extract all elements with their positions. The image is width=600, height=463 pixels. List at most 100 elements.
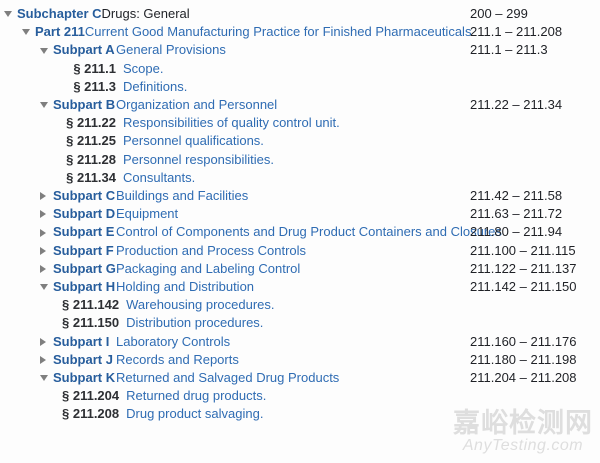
triangle-down-icon[interactable] [40,41,53,59]
node-title-link[interactable]: Personnel responsibilities. [123,151,275,167]
tree-row: Subpart B Organization and Personnel 211… [0,96,600,114]
tree-row: § 211.208 Drug product salvaging. [0,405,600,423]
node-title-link[interactable]: Distribution procedures. [126,315,264,331]
node-title-link[interactable]: Buildings and Facilities [116,188,249,204]
section-range: 211.80 – 211.94 [470,224,563,240]
node-title-link[interactable]: Drugs: General [101,6,190,21]
node-title-link[interactable]: General Provisions [116,42,226,58]
node-label-link[interactable]: Subpart F [53,242,114,258]
triangle-right-icon[interactable] [40,187,53,205]
tree-row: Subpart E Control of Components and Drug… [0,223,600,241]
tree-row-main: Subpart H Holding and Distribution [0,278,504,296]
tree-row-main: Subchapter C Drugs: General [0,5,468,23]
node-title-link[interactable]: Drug product salvaging. [126,406,264,422]
tree-row-main: § 211.204 Returned drug products. [0,387,526,405]
section-number-link[interactable]: § 211.34 [66,169,116,185]
triangle-right-icon[interactable] [40,260,53,278]
node-title-link[interactable]: Production and Process Controls [116,242,307,258]
triangle-down-icon[interactable] [40,96,53,114]
section-range: 211.160 – 211.176 [470,333,577,349]
triangle-down-icon[interactable] [40,369,53,387]
tree-row-main: Subpart C Buildings and Facilities [0,187,504,205]
tree-row: § 211.142 Warehousing procedures. [0,296,600,314]
node-title-link[interactable]: Personnel qualifications. [123,133,264,149]
node-label-link[interactable]: Subpart I [53,333,110,349]
tree-row: § 211.204 Returned drug products. [0,387,600,405]
node-label-link[interactable]: Subpart D [53,206,116,222]
node-label-link[interactable]: Subpart G [53,260,116,276]
node-label-link[interactable]: Subchapter C [17,6,102,21]
tree-row: § 211.22 Responsibilities of quality con… [0,114,600,132]
triangle-right-icon[interactable] [40,333,53,351]
section-range: 211.63 – 211.72 [470,206,563,222]
triangle-down-icon[interactable] [40,278,53,296]
node-title-link[interactable]: Equipment [116,206,179,222]
cfr-toc-tree: Subchapter C Drugs: General 200 – 299 Pa… [0,5,600,423]
triangle-down-icon[interactable] [22,23,35,41]
node-label-link[interactable]: Subpart J [53,351,113,367]
node-title-link[interactable]: Laboratory Controls [116,333,231,349]
tree-row-main: § 211.150 Distribution procedures. [0,314,526,332]
node-label-link[interactable]: Subpart C [53,188,116,204]
section-number-link[interactable]: § 211.3 [73,78,116,94]
node-title-link[interactable]: Organization and Personnel [116,97,278,113]
section-range: 211.180 – 211.198 [470,351,577,367]
section-number-link[interactable]: § 211.208 [62,406,120,422]
tree-row: Subpart D Equipment 211.63 – 211.72 [0,205,600,223]
tree-row: Subpart C Buildings and Facilities 211.4… [0,187,600,205]
section-range: 211.42 – 211.58 [470,188,563,204]
section-number-link[interactable]: § 211.28 [66,151,116,167]
tree-row-main: Part 211 Current Good Manufacturing Prac… [0,23,486,41]
triangle-down-icon[interactable] [4,5,17,23]
tree-row-main: § 211.34 Consultants. [0,169,526,187]
triangle-right-icon[interactable] [40,242,53,260]
section-range: 211.100 – 211.115 [470,242,576,258]
tree-row: § 211.150 Distribution procedures. [0,314,600,332]
section-range: 200 – 299 [470,6,528,21]
triangle-right-icon[interactable] [40,223,53,241]
tree-row-main: § 211.1 Scope. [0,60,526,78]
section-number-link[interactable]: § 211.142 [62,297,120,313]
tree-row-main: Subpart K Returned and Salvaged Drug Pro… [0,369,504,387]
section-range: 211.1 – 211.208 [470,24,563,40]
section-number-link[interactable]: § 211.25 [66,133,116,149]
node-title-link[interactable]: Returned and Salvaged Drug Products [116,370,340,386]
node-title-link[interactable]: Consultants. [123,169,196,185]
tree-row-main: § 211.25 Personnel qualifications. [0,132,526,150]
node-label-link[interactable]: Subpart E [53,224,115,240]
node-title-link[interactable]: Holding and Distribution [116,279,255,295]
node-title-link[interactable]: Definitions. [123,78,188,94]
node-title-link[interactable]: Scope. [123,60,164,76]
node-label-link[interactable]: Subpart A [53,42,115,58]
tree-row: Subpart F Production and Process Control… [0,242,600,260]
triangle-right-icon[interactable] [40,205,53,223]
node-title-link[interactable]: Responsibilities of quality control unit… [123,115,340,131]
node-label-link[interactable]: Part 211 [35,24,85,40]
tree-row: § 211.28 Personnel responsibilities. [0,151,600,169]
section-number-link[interactable]: § 211.150 [62,315,120,331]
section-number-link[interactable]: § 211.204 [62,388,120,404]
tree-row-main: Subpart A General Provisions [0,41,504,59]
section-number-link[interactable]: § 211.1 [73,60,116,76]
node-label-link[interactable]: Subpart H [53,279,116,295]
node-title-link[interactable]: Control of Components and Drug Product C… [116,224,502,240]
node-label-link[interactable]: Subpart K [53,370,116,386]
tree-row-main: Subpart I Laboratory Controls [0,333,504,351]
watermark-site-text: AnyTesting.com [462,437,584,455]
tree-row-main: Subpart J Records and Reports [0,351,504,369]
triangle-right-icon[interactable] [40,351,53,369]
section-range: 211.142 – 211.150 [470,279,577,295]
tree-row-main: § 211.142 Warehousing procedures. [0,296,526,314]
node-title-link[interactable]: Records and Reports [116,351,239,367]
node-label-link[interactable]: Subpart B [53,97,116,113]
section-number-link[interactable]: § 211.22 [66,115,116,131]
tree-row: Part 211 Current Good Manufacturing Prac… [0,23,600,41]
tree-row-main: § 211.28 Personnel responsibilities. [0,151,526,169]
tree-row: § 211.3 Definitions. [0,78,600,96]
node-title-link[interactable]: Current Good Manufacturing Practice for … [84,24,472,40]
section-range: 211.1 – 211.3 [470,42,548,58]
node-title-link[interactable]: Packaging and Labeling Control [116,260,301,276]
node-title-link[interactable]: Returned drug products. [126,388,267,404]
section-range: 211.22 – 211.34 [470,97,563,113]
node-title-link[interactable]: Warehousing procedures. [126,297,275,313]
